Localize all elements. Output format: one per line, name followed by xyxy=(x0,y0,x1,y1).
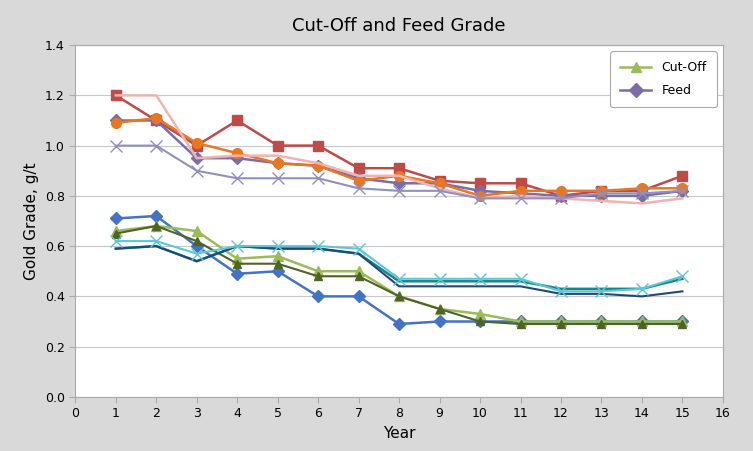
Legend: Cut-Off, Feed: Cut-Off, Feed xyxy=(610,51,717,107)
Title: Cut-Off and Feed Grade: Cut-Off and Feed Grade xyxy=(292,17,506,35)
Y-axis label: Gold Grade, g/t: Gold Grade, g/t xyxy=(24,162,39,280)
X-axis label: Year: Year xyxy=(383,426,416,441)
